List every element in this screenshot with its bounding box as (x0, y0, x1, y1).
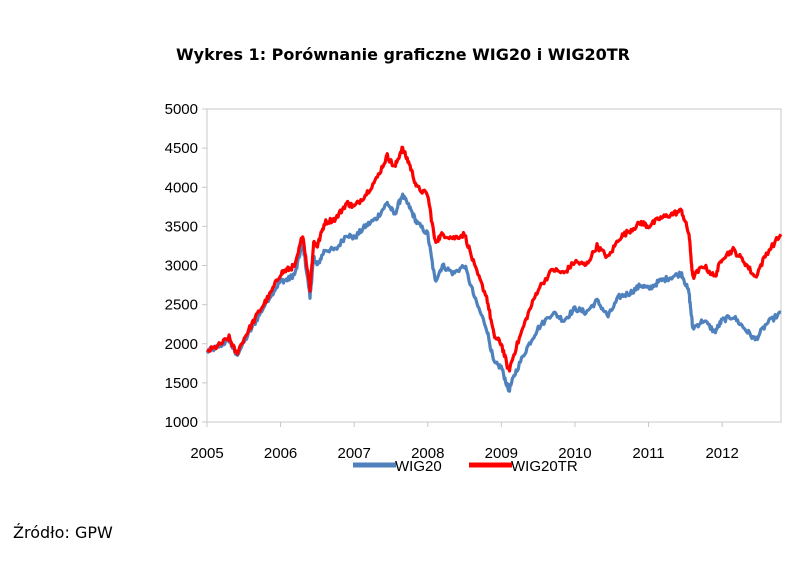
y-tick-label: 4500 (165, 140, 198, 157)
x-tick-label: 2005 (190, 445, 223, 462)
x-tick-label: 2006 (264, 445, 297, 462)
y-tick-label: 1000 (165, 414, 198, 431)
x-tick-label: 2009 (485, 445, 518, 462)
legend-label-wig20: WIG20 (395, 458, 442, 475)
y-tick-label: 3500 (165, 218, 198, 235)
chart-title: Wykres 1: Porównanie graficzne WIG20 i W… (176, 45, 630, 64)
x-tick-label: 2008 (411, 445, 444, 462)
series-layer (205, 145, 783, 393)
y-tick-label: 2500 (165, 297, 198, 314)
y-tick-label: 5000 (165, 101, 198, 118)
legend-label-wig20tr: WIG20TR (511, 458, 578, 475)
plot-area (206, 108, 782, 423)
y-tick-label: 1500 (165, 375, 198, 392)
source-note: Źródło: GPW (13, 523, 113, 542)
x-tick-label: 2011 (632, 445, 664, 462)
series-line-wig20tr (206, 145, 783, 373)
y-tick-label: 4000 (165, 179, 198, 196)
x-tick-label: 2007 (337, 445, 370, 462)
legend: WIG20 WIG20TR (353, 458, 578, 475)
y-axis: 1000 1500 2000 2500 3000 3500 4000 4500 5000 (165, 101, 207, 431)
y-tick-label: 3000 (165, 258, 198, 275)
x-axis: 2005 2006 2007 2008 2009 2010 2011 2012 (190, 422, 739, 462)
x-tick-label: 2010 (558, 445, 591, 462)
y-tick-label: 2000 (165, 336, 198, 353)
x-tick-label: 2012 (705, 445, 738, 462)
